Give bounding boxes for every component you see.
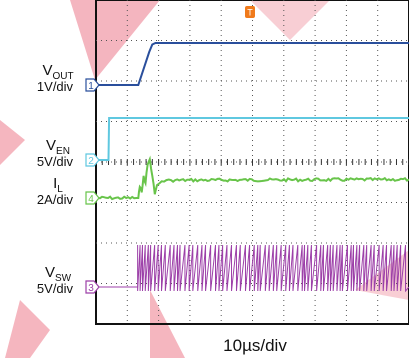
x-axis-label: 10µs/div (223, 336, 287, 355)
channel-number: 1 (88, 81, 94, 92)
channel-marker-1 (85, 78, 100, 92)
trigger-marker-label: T (247, 8, 253, 18)
channel-name-main: V (42, 62, 52, 79)
channel-scale-ven: 5V/div (37, 154, 74, 169)
channel-name-main: V (46, 137, 56, 154)
channel-name-sub: EN (56, 146, 70, 157)
channel-name-vout: VOUT (42, 62, 73, 82)
trigger-marker: T (245, 6, 255, 18)
channel-number: 4 (88, 194, 94, 205)
trace-ven (96, 117, 409, 161)
channel-name-il: IL (53, 175, 63, 195)
channel-number: 2 (88, 156, 94, 167)
channel-scale-vout: 1V/div (37, 79, 74, 94)
trace-il (96, 155, 409, 201)
channel-name-main: I (53, 175, 57, 192)
channel-marker-4 (85, 191, 100, 205)
trace-vsw (96, 244, 409, 293)
channel-name-main: V (45, 264, 55, 281)
channel-marker-2 (85, 153, 100, 167)
trace-vout (96, 42, 409, 86)
channel-scale-il: 2A/div (37, 192, 74, 207)
channel-number: 3 (88, 283, 94, 294)
channel-name-vsw: VSW (45, 264, 72, 284)
channel-marker-3 (85, 280, 100, 294)
channel-name-ven: VEN (46, 137, 70, 157)
plot-traces (96, 42, 409, 293)
channel-name-sub: SW (55, 273, 72, 284)
channel-name-sub: OUT (52, 71, 73, 82)
channel-scale-vsw: 5V/div (37, 281, 74, 296)
channel-name-sub: L (57, 184, 63, 195)
